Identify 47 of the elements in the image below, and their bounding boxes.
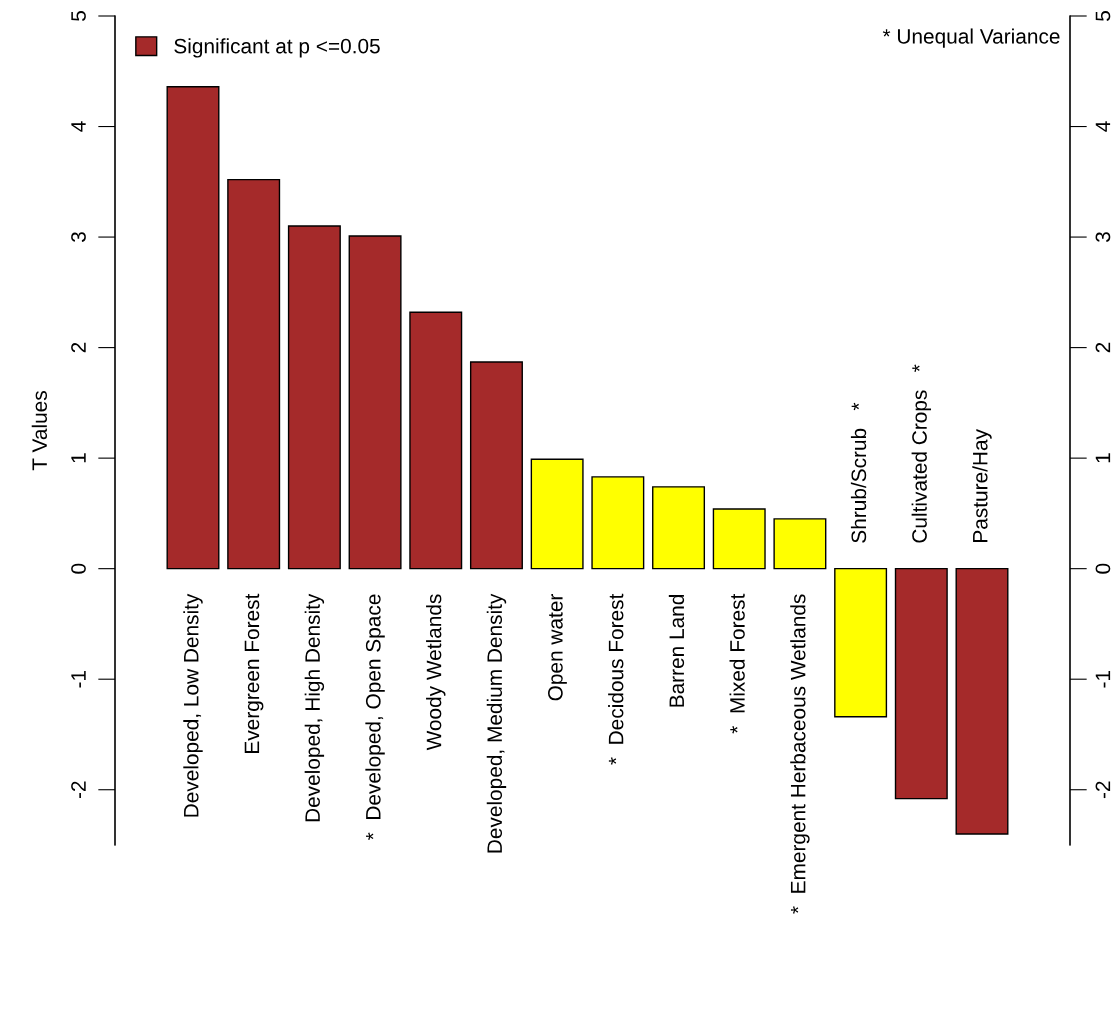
y2-tick-label: -2 (1095, 781, 1111, 799)
annotation: * Unequal Variance (882, 28, 1060, 48)
bar (287, 225, 341, 570)
x-tick-label: * Emergent Herbaceous Wetlands (790, 594, 810, 914)
x-tick-label: Developed, Medium Density (486, 593, 507, 853)
y2-tick-label: 4 (1095, 121, 1111, 132)
legend-label: Significant at p <=0.05 (174, 38, 380, 58)
y2-tick-label: 2 (1095, 342, 1111, 353)
y-tick-label: 3 (71, 232, 86, 243)
y-tick-label: 5 (71, 11, 86, 21)
bar (591, 476, 645, 570)
y-tick-label: 4 (71, 121, 86, 132)
bar (894, 567, 948, 800)
x-tick-label: Developed, High Density (304, 593, 325, 822)
y2-tick-label: 5 (1095, 11, 1111, 21)
y-tick-label: -2 (71, 781, 86, 799)
y-tick-label: 2 (71, 342, 86, 353)
x-tick-label: Developed, Low Density (183, 593, 203, 817)
bar (166, 86, 220, 570)
y-tick-label: -1 (71, 670, 86, 688)
x-tick-label: Evergreen Forest (244, 593, 264, 753)
bar (773, 518, 827, 570)
x-tick-label: Cultivated Crops * (911, 364, 932, 543)
bar (409, 311, 463, 570)
bar (652, 486, 706, 570)
x-tick-label: * Mixed Forest (729, 593, 745, 734)
y-axis-title: T Values (31, 391, 48, 471)
bar (834, 567, 888, 718)
x-tick-label: Woody Wetlands (426, 594, 446, 751)
y-tick-label: 0 (71, 563, 86, 574)
x-tick-label: * Developed, Open Space (365, 594, 385, 841)
x-tick-label: Barren Land (668, 595, 685, 707)
x-tick-label: Pasture/Hay (972, 429, 992, 542)
x-tick-label: Shrub/Scrub * (850, 402, 867, 543)
bar (227, 178, 281, 570)
bar (955, 567, 1009, 835)
y2-tick-label: 0 (1095, 563, 1111, 574)
x-tick-label: * Decidous Forest (608, 593, 624, 765)
y2-tick-label: -1 (1095, 670, 1111, 688)
y-tick-label: 1 (71, 453, 86, 463)
y2-tick-label: 3 (1095, 232, 1111, 243)
bar (348, 235, 402, 570)
bar (712, 508, 766, 570)
y2-tick-label: 1 (1095, 453, 1111, 463)
x-tick-label: Open water (547, 594, 567, 701)
bar (530, 458, 584, 570)
bar (469, 361, 523, 570)
